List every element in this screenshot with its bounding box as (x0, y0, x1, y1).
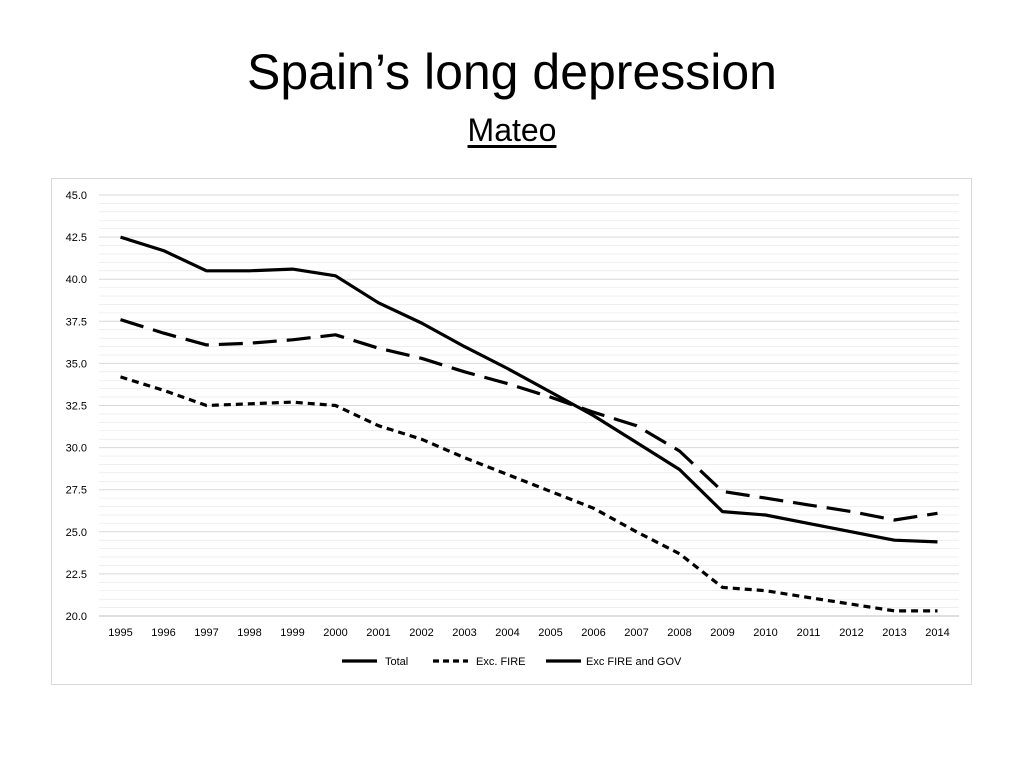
x-tick-label: 1999 (280, 627, 304, 639)
x-tick-label: 2001 (366, 627, 390, 639)
slide-title: Spain’s long depression (246, 44, 777, 100)
x-axis-tick-labels: 1995 1996 1997 1998 1999 2000 2001 2002 2003 2004… (108, 627, 949, 639)
y-axis-tick-labels: 20.0 22.5 25.0 27.5 30.0 32.5 35.0 37.5 40.0 42.5… (66, 190, 87, 623)
y-tick-label: 25.0 (66, 527, 87, 539)
y-tick-label: 20.0 (66, 611, 87, 623)
y-tick-label: 35.0 (66, 358, 87, 370)
x-tick-label: 2009 (710, 627, 734, 639)
series-line-exc-fire (120, 375, 938, 613)
y-tick-label: 37.5 (66, 316, 87, 328)
x-tick-label: 2002 (409, 627, 433, 639)
x-tick-label: 2003 (452, 627, 476, 639)
x-tick-label: 2014 (925, 627, 949, 639)
x-tick-label: 2007 (624, 627, 648, 639)
series-line-total (120, 235, 938, 544)
y-tick-label: 40.0 (66, 274, 87, 286)
x-tick-label: 2006 (581, 627, 605, 639)
x-tick-label: 1995 (108, 627, 132, 639)
y-tick-label: 27.5 (66, 485, 87, 497)
y-tick-label: 42.5 (66, 232, 87, 244)
series-line-exc-fire-and-gov (120, 318, 938, 522)
x-tick-label: 2005 (538, 627, 562, 639)
x-tick-label: 2011 (797, 627, 821, 639)
slide-subtitle[interactable]: Mateo (467, 112, 557, 148)
y-tick-label: 30.0 (66, 443, 87, 455)
x-tick-label: 1997 (194, 627, 218, 639)
x-tick-label: 2000 (323, 627, 347, 639)
series-lines (120, 235, 938, 613)
x-tick-label: 2004 (495, 627, 519, 639)
legend-label: Total (385, 656, 408, 668)
legend-label: Exc. FIRE (476, 656, 526, 668)
legend-label: Exc FIRE and GOV (586, 656, 682, 668)
x-tick-label: 2013 (882, 627, 906, 639)
chart-frame: 20.0 22.5 25.0 27.5 30.0 32.5 35.0 37.5 40.0 42.5… (51, 178, 972, 685)
x-tick-label: 2010 (753, 627, 777, 639)
x-tick-label: 1998 (237, 627, 261, 639)
line-chart: 20.0 22.5 25.0 27.5 30.0 32.5 35.0 37.5 40.0 42.5… (66, 190, 959, 668)
y-tick-label: 32.5 (66, 401, 87, 413)
y-tick-label: 22.5 (66, 569, 87, 581)
legend: Total Exc. FIRE Exc FIRE and GOV (342, 656, 682, 668)
x-tick-label: 2008 (667, 627, 691, 639)
x-tick-label: 1996 (151, 627, 175, 639)
y-tick-label: 45.0 (66, 190, 87, 202)
x-tick-label: 2012 (839, 627, 863, 639)
